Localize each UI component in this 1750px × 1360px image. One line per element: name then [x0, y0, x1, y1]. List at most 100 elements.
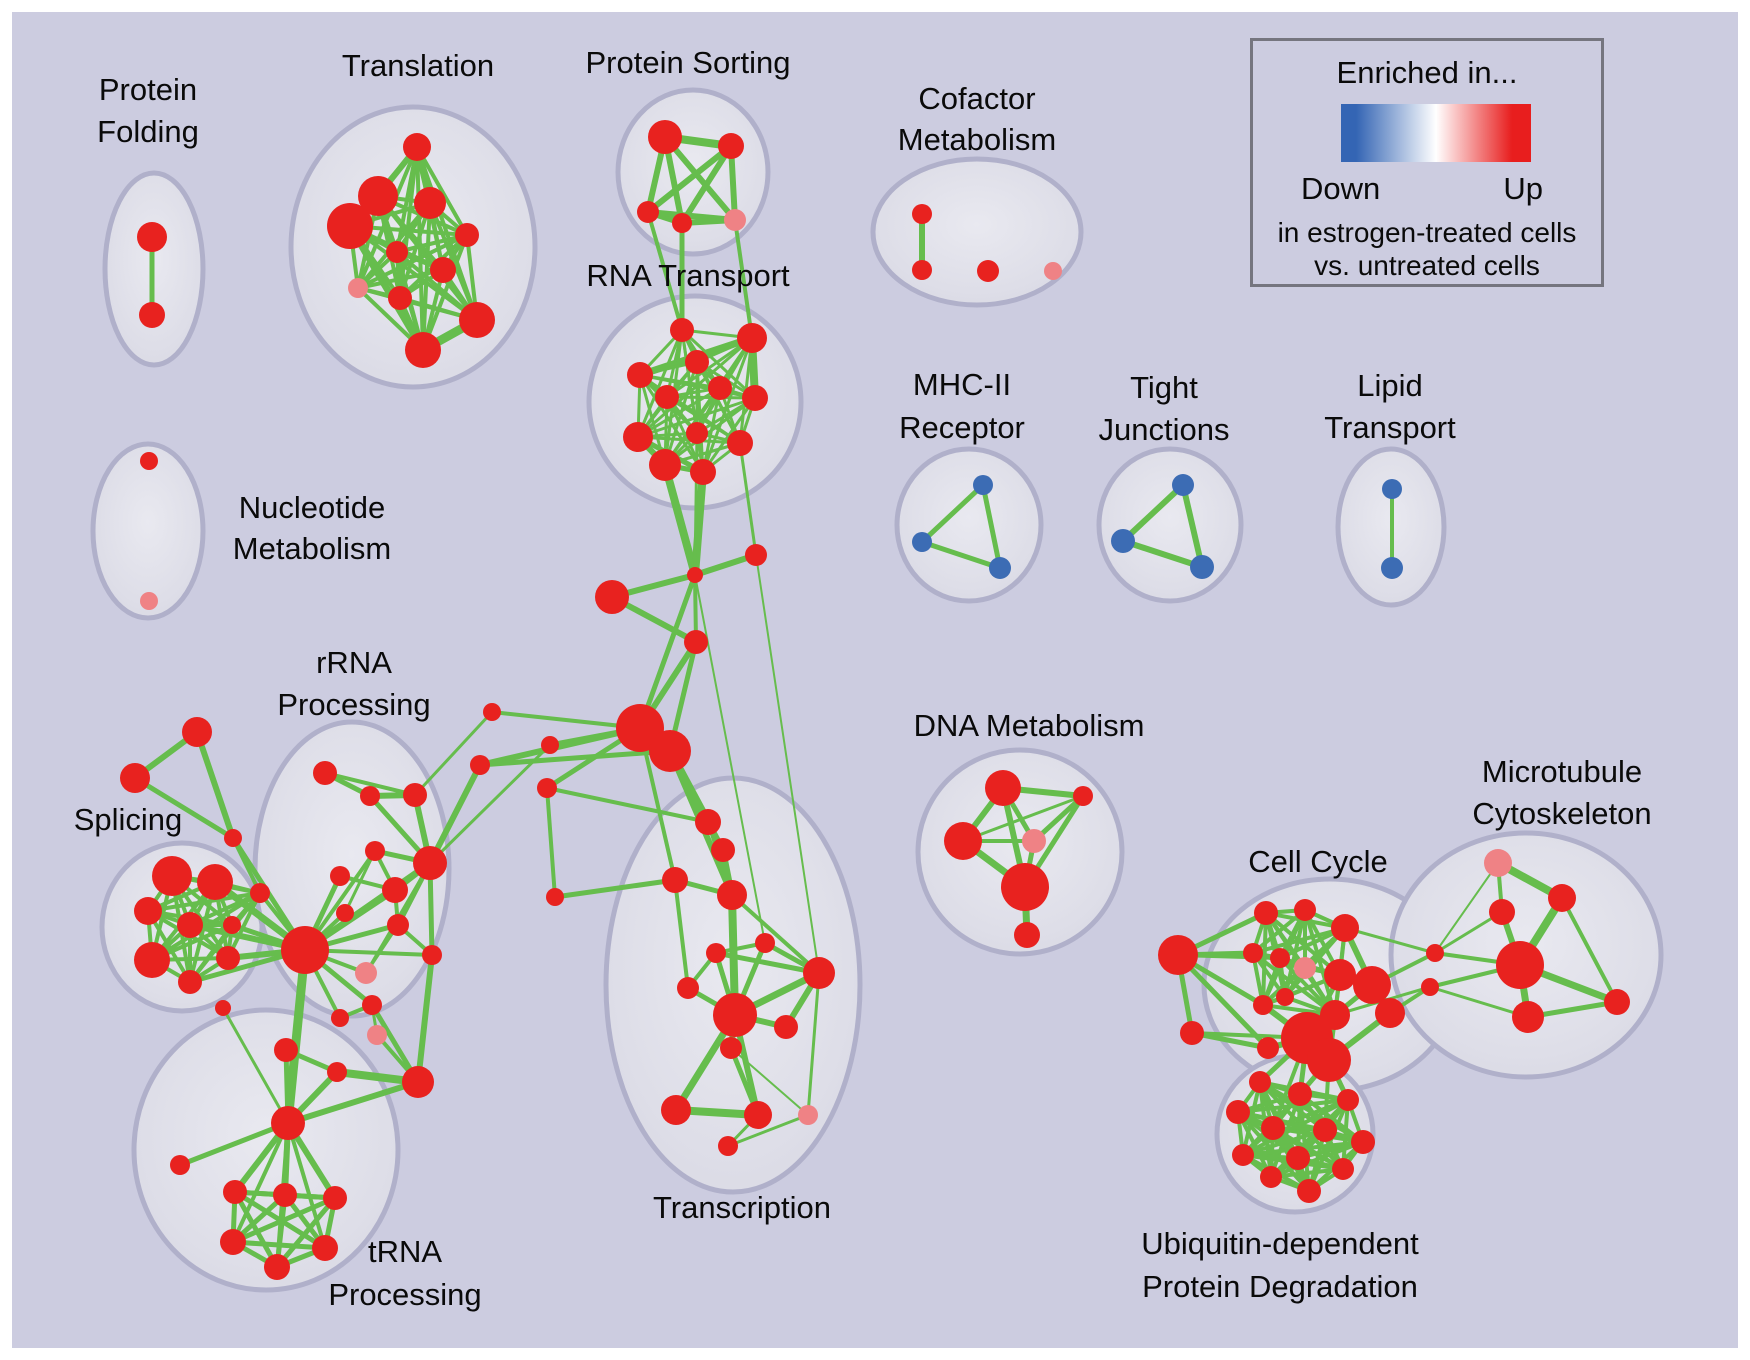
network-edge	[545, 786, 710, 824]
node-rr11	[362, 995, 382, 1015]
network-edge	[274, 1195, 338, 1270]
network-edge	[132, 775, 236, 841]
network-edge	[356, 268, 445, 290]
node-cc11	[1276, 988, 1294, 1006]
node-mt7	[1426, 944, 1444, 962]
node-r10	[727, 430, 753, 456]
network-edge	[806, 971, 821, 1117]
network-edge	[645, 143, 734, 215]
cluster-label-cofactor-metabolism: Cofactor	[918, 81, 1035, 116]
network-edge	[427, 762, 483, 866]
node-r8	[623, 422, 653, 452]
node-p1	[355, 962, 377, 984]
network-edge	[694, 574, 766, 944]
node-t3	[327, 203, 373, 249]
node-t5	[455, 223, 479, 247]
network-edge	[637, 572, 698, 731]
node-r6	[708, 376, 732, 400]
node-tn4	[323, 1186, 347, 1210]
network-edge	[221, 1006, 290, 1125]
cluster-label-tight-junctions: Tight	[1130, 370, 1198, 405]
legend-caption-line1: in estrogen-treated cells	[1277, 217, 1577, 248]
node-tr12	[720, 1037, 742, 1059]
cluster-label-ubiquitin-degradation: Protein Degradation	[1142, 1269, 1418, 1304]
node-c1	[912, 204, 932, 224]
cluster-label-dna-metabolism: DNA Metabolism	[914, 708, 1145, 743]
node-u4	[1226, 1100, 1250, 1124]
legend-gradient-bar	[1341, 104, 1531, 162]
node-r5	[655, 385, 679, 409]
node-d2	[1073, 786, 1093, 806]
network-edge	[980, 482, 1003, 571]
network-edge	[150, 891, 262, 962]
node-x2	[120, 763, 150, 793]
node-s8	[250, 883, 270, 903]
node-l2	[1381, 557, 1403, 579]
node-rr1	[313, 761, 337, 785]
cluster-ellipse-cofactor-metabolism	[870, 156, 1084, 308]
node-ps5	[724, 209, 746, 231]
cluster-label-mhc-ii-receptor: MHC-II	[913, 367, 1011, 402]
node-pf1	[137, 222, 167, 252]
legend-title: Enriched in...	[1336, 55, 1518, 90]
node-d5	[1001, 863, 1049, 911]
cluster-label-splicing: Splicing	[74, 802, 183, 837]
cluster-label-microtubule-cytoskeleton: Microtubule	[1482, 754, 1642, 789]
node-tr15	[798, 1105, 818, 1125]
network-edge	[231, 836, 262, 895]
node-m1	[973, 475, 993, 495]
node-k2	[745, 544, 767, 566]
node-tn1	[170, 1155, 190, 1175]
network-edge	[636, 386, 722, 439]
node-s9	[216, 946, 240, 970]
node-k8	[470, 755, 490, 775]
node-s3	[134, 897, 162, 925]
network-edge	[194, 729, 236, 841]
node-ccr2	[1375, 998, 1405, 1028]
node-u2	[1288, 1082, 1312, 1106]
node-mt3	[1489, 899, 1515, 925]
cluster-label-transcription: Transcription	[653, 1190, 831, 1225]
node-rr14	[327, 1062, 347, 1082]
node-mt4	[1496, 941, 1544, 989]
node-tr3	[662, 867, 688, 893]
network-edge	[726, 1113, 810, 1148]
network-edge	[713, 950, 822, 976]
node-d3	[944, 822, 982, 860]
node-tj3	[1190, 555, 1214, 579]
network-edge	[348, 224, 425, 352]
node-r12	[690, 459, 716, 485]
node-k3	[595, 580, 629, 614]
node-k6	[537, 778, 557, 798]
node-c2	[912, 260, 932, 280]
node-mt8	[1421, 978, 1439, 996]
node-k4	[684, 630, 708, 654]
node-tr8	[677, 977, 699, 999]
network-edge	[730, 1047, 809, 1116]
node-u10	[1332, 1158, 1354, 1180]
node-cc10	[1253, 995, 1273, 1015]
node-pf2	[139, 302, 165, 328]
network-edge	[638, 726, 677, 882]
network-edge	[415, 952, 435, 1085]
network-edge	[663, 396, 757, 467]
network-edge	[545, 786, 557, 899]
cluster-label-protein-folding: Protein	[99, 72, 197, 107]
network-edge	[188, 891, 262, 984]
node-s4	[177, 912, 203, 938]
cluster-ellipse-tight-junctions	[1096, 446, 1244, 604]
node-cc13	[1257, 1037, 1279, 1059]
node-t6	[386, 241, 408, 263]
network-edge	[285, 1079, 421, 1126]
cluster-label-translation: Translation	[342, 48, 494, 83]
network-edge	[1241, 1128, 1327, 1157]
node-k1	[687, 567, 703, 583]
node-rr15	[274, 1038, 298, 1062]
network-edge	[701, 396, 757, 474]
node-cc6	[1243, 943, 1263, 963]
node-u3	[1337, 1089, 1359, 1111]
node-tr2	[711, 838, 735, 862]
network-edge	[636, 396, 757, 439]
node-ps4	[672, 213, 692, 233]
